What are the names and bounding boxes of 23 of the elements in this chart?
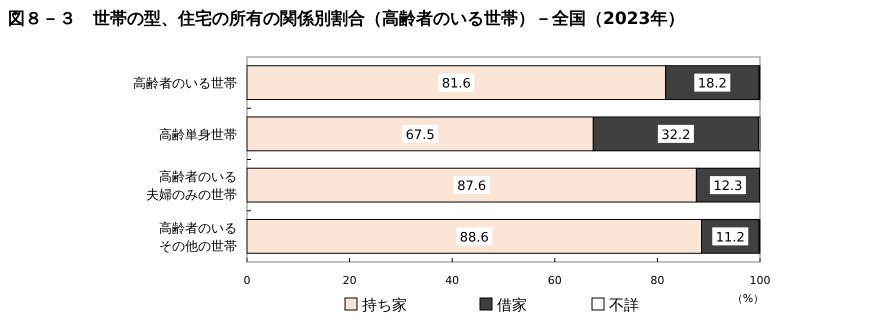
x-tick-label: 60 bbox=[548, 274, 562, 287]
data-label: 88.6 bbox=[460, 230, 489, 246]
chart-title: 図８－３ 世帯の型、住宅の所有の関係別割合（高齢者のいる世帯）－全国（2023年） bbox=[8, 9, 684, 29]
y-tick-label: 高齢者のいるその他の世帯 bbox=[159, 220, 237, 254]
data-label: 12.3 bbox=[713, 179, 742, 194]
x-tick-label: 40 bbox=[445, 274, 460, 287]
legend-label: 持ち家 bbox=[362, 296, 407, 314]
x-tick-label: 0 bbox=[244, 274, 250, 287]
data-label: 32.2 bbox=[661, 128, 690, 143]
legend-label: 不詳 bbox=[609, 296, 639, 314]
x-tick-label: 20 bbox=[342, 274, 357, 287]
data-label: 67.5 bbox=[406, 128, 435, 143]
x-axis-title: （%） bbox=[732, 292, 764, 305]
data-label: 81.6 bbox=[442, 76, 471, 92]
y-tick-label: 高齢単身世帯 bbox=[159, 126, 237, 143]
x-tick-label: 100 bbox=[750, 274, 770, 287]
data-label: 18.2 bbox=[698, 76, 727, 92]
legend-label: 借家 bbox=[497, 296, 527, 314]
data-label: 11.2 bbox=[716, 230, 745, 246]
y-tick-label: 高齢者のいる夫婦のみの世帯 bbox=[146, 169, 237, 204]
data-label: 87.6 bbox=[457, 179, 486, 194]
y-tick-label: 高齢者のいる世帯 bbox=[133, 76, 237, 92]
x-tick-label: 80 bbox=[650, 274, 664, 287]
